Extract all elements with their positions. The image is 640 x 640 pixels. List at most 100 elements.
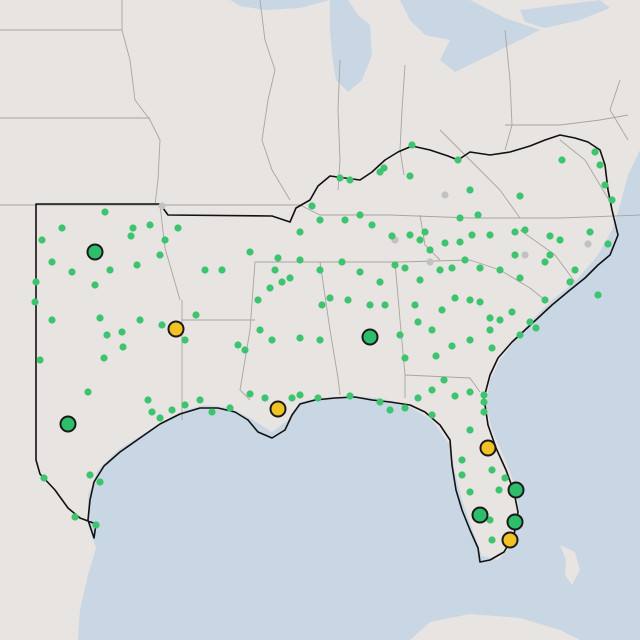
station-dot[interactable] [401, 354, 409, 362]
station-dot[interactable] [58, 224, 66, 232]
station-dot[interactable] [234, 341, 242, 349]
station-dot[interactable] [96, 478, 104, 486]
station-dot[interactable] [480, 398, 488, 406]
station-dot[interactable] [451, 392, 459, 400]
station-dot[interactable] [196, 396, 204, 404]
station-dot[interactable] [458, 471, 466, 479]
station-dot[interactable] [192, 311, 200, 319]
station-dot[interactable] [101, 208, 109, 216]
station-dot-inactive[interactable] [521, 251, 529, 259]
station-dot[interactable] [541, 296, 549, 304]
station-dot[interactable] [38, 236, 46, 244]
station-dot[interactable] [511, 228, 519, 236]
station-dot[interactable] [368, 221, 376, 229]
station-dot[interactable] [558, 156, 566, 164]
station-dot[interactable] [391, 261, 399, 269]
station-dot[interactable] [438, 306, 446, 314]
station-dot[interactable] [386, 406, 394, 414]
station-dot[interactable] [156, 414, 164, 422]
station-dot[interactable] [296, 334, 304, 342]
station-dot[interactable] [68, 268, 76, 276]
station-dot[interactable] [208, 408, 216, 416]
station-dot[interactable] [454, 156, 462, 164]
station-dot[interactable] [414, 394, 422, 402]
large-marker-green-oklahoma[interactable] [86, 243, 104, 261]
station-dot[interactable] [106, 266, 114, 274]
station-dot[interactable] [92, 521, 100, 529]
station-dot[interactable] [608, 196, 616, 204]
station-dot[interactable] [456, 214, 464, 222]
station-dot[interactable] [488, 536, 496, 544]
station-dot[interactable] [516, 274, 524, 282]
station-dot[interactable] [256, 326, 264, 334]
station-dot[interactable] [308, 202, 316, 210]
station-dot[interactable] [316, 266, 324, 274]
station-dot[interactable] [566, 278, 574, 286]
station-dot[interactable] [521, 226, 529, 234]
station-dot[interactable] [356, 268, 364, 276]
station-dot[interactable] [146, 221, 154, 229]
station-dot[interactable] [466, 488, 474, 496]
station-dot[interactable] [91, 281, 99, 289]
station-dot-inactive[interactable] [441, 191, 449, 199]
station-dot[interactable] [511, 251, 519, 259]
station-dot[interactable] [376, 398, 384, 406]
station-dot[interactable] [526, 318, 534, 326]
station-dot[interactable] [36, 356, 44, 364]
station-dot[interactable] [596, 161, 604, 169]
station-dot[interactable] [314, 394, 322, 402]
station-dot[interactable] [466, 388, 474, 396]
station-dot[interactable] [591, 148, 599, 156]
station-dot[interactable] [274, 254, 282, 262]
station-dot[interactable] [366, 301, 374, 309]
station-dot[interactable] [103, 331, 111, 339]
station-dot[interactable] [48, 258, 56, 266]
station-dot[interactable] [266, 284, 274, 292]
station-dot[interactable] [241, 346, 249, 354]
station-dot[interactable] [496, 266, 504, 274]
station-dot[interactable] [32, 278, 40, 286]
station-dot[interactable] [401, 264, 409, 272]
station-dot[interactable] [556, 236, 564, 244]
station-dot[interactable] [516, 331, 524, 339]
station-dot[interactable] [571, 266, 579, 274]
large-marker-green-south-florida-east[interactable] [507, 481, 525, 499]
station-dot[interactable] [286, 274, 294, 282]
station-dot[interactable] [296, 228, 304, 236]
station-dot[interactable] [441, 239, 449, 247]
large-marker-green-alabama[interactable] [361, 328, 379, 346]
station-dot[interactable] [346, 392, 354, 400]
station-dot[interactable] [48, 316, 56, 324]
station-dot[interactable] [338, 258, 346, 266]
station-dot[interactable] [496, 316, 504, 324]
station-dot[interactable] [127, 232, 135, 240]
station-dot[interactable] [218, 266, 226, 274]
station-dot[interactable] [416, 276, 424, 284]
station-dot[interactable] [168, 406, 176, 414]
station-dot[interactable] [416, 236, 424, 244]
station-dot[interactable] [341, 216, 349, 224]
station-dot[interactable] [136, 316, 144, 324]
station-dot[interactable] [480, 408, 488, 416]
station-dot[interactable] [156, 251, 164, 259]
station-dot[interactable] [254, 296, 262, 304]
station-dot[interactable] [466, 336, 474, 344]
station-dot[interactable] [344, 296, 352, 304]
station-dot[interactable] [516, 192, 524, 200]
station-dot[interactable] [488, 344, 496, 352]
station-dot[interactable] [428, 411, 436, 419]
station-dot[interactable] [604, 240, 612, 248]
station-dot[interactable] [316, 336, 324, 344]
station-dot[interactable] [31, 298, 39, 306]
station-dot[interactable] [466, 426, 474, 434]
station-dot[interactable] [440, 376, 448, 384]
station-dot[interactable] [594, 291, 602, 299]
station-dot[interactable] [246, 390, 254, 398]
large-marker-yellow-central-florida[interactable] [479, 439, 497, 457]
large-marker-green-west-texas[interactable] [59, 415, 77, 433]
station-dot[interactable] [508, 308, 516, 316]
large-marker-green-miami[interactable] [506, 513, 524, 531]
station-dot[interactable] [476, 298, 484, 306]
station-dot[interactable] [480, 391, 488, 399]
